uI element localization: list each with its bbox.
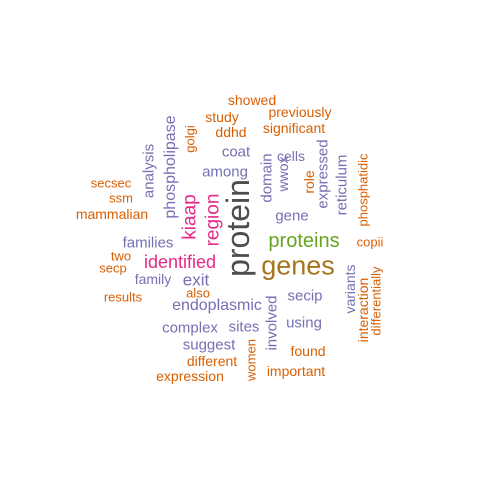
word-results: results bbox=[103, 289, 143, 305]
word-protein: protein bbox=[220, 179, 256, 277]
word-role: role bbox=[301, 170, 317, 194]
word-study: study bbox=[205, 109, 239, 125]
word-previously: previously bbox=[268, 104, 332, 120]
word-expressed: expressed bbox=[314, 139, 332, 209]
word-mammalian: mammalian bbox=[75, 206, 149, 222]
word-showed: showed bbox=[227, 92, 277, 108]
word-endoplasmic: endoplasmic bbox=[172, 297, 262, 314]
word-sites: sites bbox=[228, 318, 260, 336]
word-involved: involved bbox=[263, 295, 281, 351]
word-ssm: ssm bbox=[109, 190, 133, 206]
word-coat: coat bbox=[221, 143, 251, 161]
word-domain: domain bbox=[258, 153, 276, 203]
word-identified: identified bbox=[143, 252, 217, 272]
word-genes: genes bbox=[261, 250, 335, 281]
word-cells: cells bbox=[276, 148, 306, 164]
word-reticulum: reticulum bbox=[333, 154, 351, 216]
word-proteins: proteins bbox=[268, 230, 340, 252]
word-copii: copii bbox=[356, 234, 384, 250]
word-two: two bbox=[110, 248, 132, 264]
word-complex: complex bbox=[162, 319, 218, 337]
word-phosphatidic: phosphatidic bbox=[355, 153, 371, 227]
word-golgi: golgi bbox=[182, 125, 198, 153]
word-using: using bbox=[286, 314, 322, 332]
word-among: among bbox=[202, 163, 248, 181]
word-expression: expression bbox=[156, 368, 224, 384]
word-wwox: wwox bbox=[275, 156, 291, 192]
word-families: families bbox=[122, 234, 174, 252]
word-differentially: differentially bbox=[368, 266, 384, 336]
word-significant: significant bbox=[262, 120, 326, 136]
word-gene: gene bbox=[275, 207, 309, 225]
word-secip: secip bbox=[287, 287, 323, 305]
word-analysis: analysis bbox=[140, 143, 158, 199]
word-secsec: secsec bbox=[90, 175, 132, 191]
word-exit: exit bbox=[182, 270, 210, 290]
word-ddhd: ddhd bbox=[215, 124, 247, 140]
word-different: different bbox=[186, 353, 238, 369]
word-phospholipase: phospholipase bbox=[162, 115, 179, 219]
word-suggest: suggest bbox=[182, 336, 236, 354]
word-family: family bbox=[134, 271, 172, 287]
word-also: also bbox=[186, 285, 210, 301]
word-secp: secp bbox=[99, 260, 127, 276]
word-important: important bbox=[266, 363, 326, 379]
word-kiaap: kiaap bbox=[179, 194, 201, 240]
word-found: found bbox=[290, 343, 326, 359]
word-women: women bbox=[243, 339, 259, 381]
